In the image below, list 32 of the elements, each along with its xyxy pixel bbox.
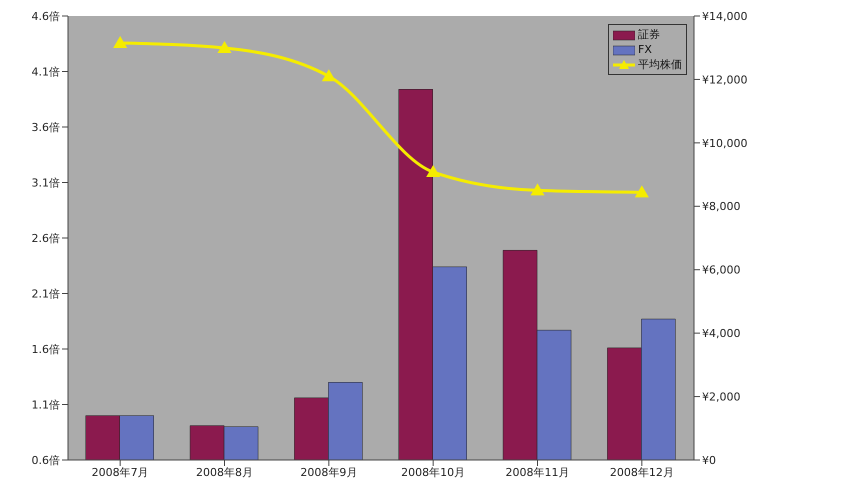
point <box>530 183 544 196</box>
y2-tick-label: ¥0 <box>702 454 716 467</box>
y-tick-label: 1.1倍 <box>32 398 60 412</box>
y-tick-label: 4.6倍 <box>32 10 60 23</box>
y2-tick-label: ¥10,000 <box>702 136 748 150</box>
y2-tick-label: ¥12,000 <box>702 73 748 86</box>
point <box>634 185 649 198</box>
y2-tick-label: ¥4,000 <box>702 327 740 340</box>
point <box>322 69 336 82</box>
y2-tick-label: ¥2,000 <box>702 390 740 404</box>
y2-tick-label: ¥14,000 <box>702 10 748 23</box>
y-tick-label: 2.1倍 <box>32 287 60 300</box>
point <box>113 36 128 48</box>
y2-tick-label: ¥6,000 <box>702 264 740 277</box>
legend-label: 証券 <box>638 27 660 42</box>
y-tick-label: 2.6倍 <box>32 232 60 245</box>
x-tick-label: 2008年11月 <box>506 466 570 479</box>
y-tick-label: 1.6倍 <box>32 342 60 356</box>
point <box>218 41 232 54</box>
y-tick-label: 3.1倍 <box>32 176 60 190</box>
y-tick-label: 4.1倍 <box>32 65 60 78</box>
x-tick-label: 2008年8月 <box>196 466 253 479</box>
x-tick-label: 2008年7月 <box>92 466 149 479</box>
x-tick-label: 2008年9月 <box>300 466 358 479</box>
y-tick-label: 3.6倍 <box>32 120 60 134</box>
x-tick-label: 2008年12月 <box>610 466 674 479</box>
y2-tick-label: ¥8,000 <box>702 200 740 214</box>
y-tick-label: 0.6倍 <box>32 454 60 467</box>
legend-label: FX <box>638 42 652 57</box>
point <box>426 165 440 178</box>
legend-label: 平均株価 <box>638 57 682 72</box>
x-tick-label: 2008年10月 <box>401 466 466 479</box>
